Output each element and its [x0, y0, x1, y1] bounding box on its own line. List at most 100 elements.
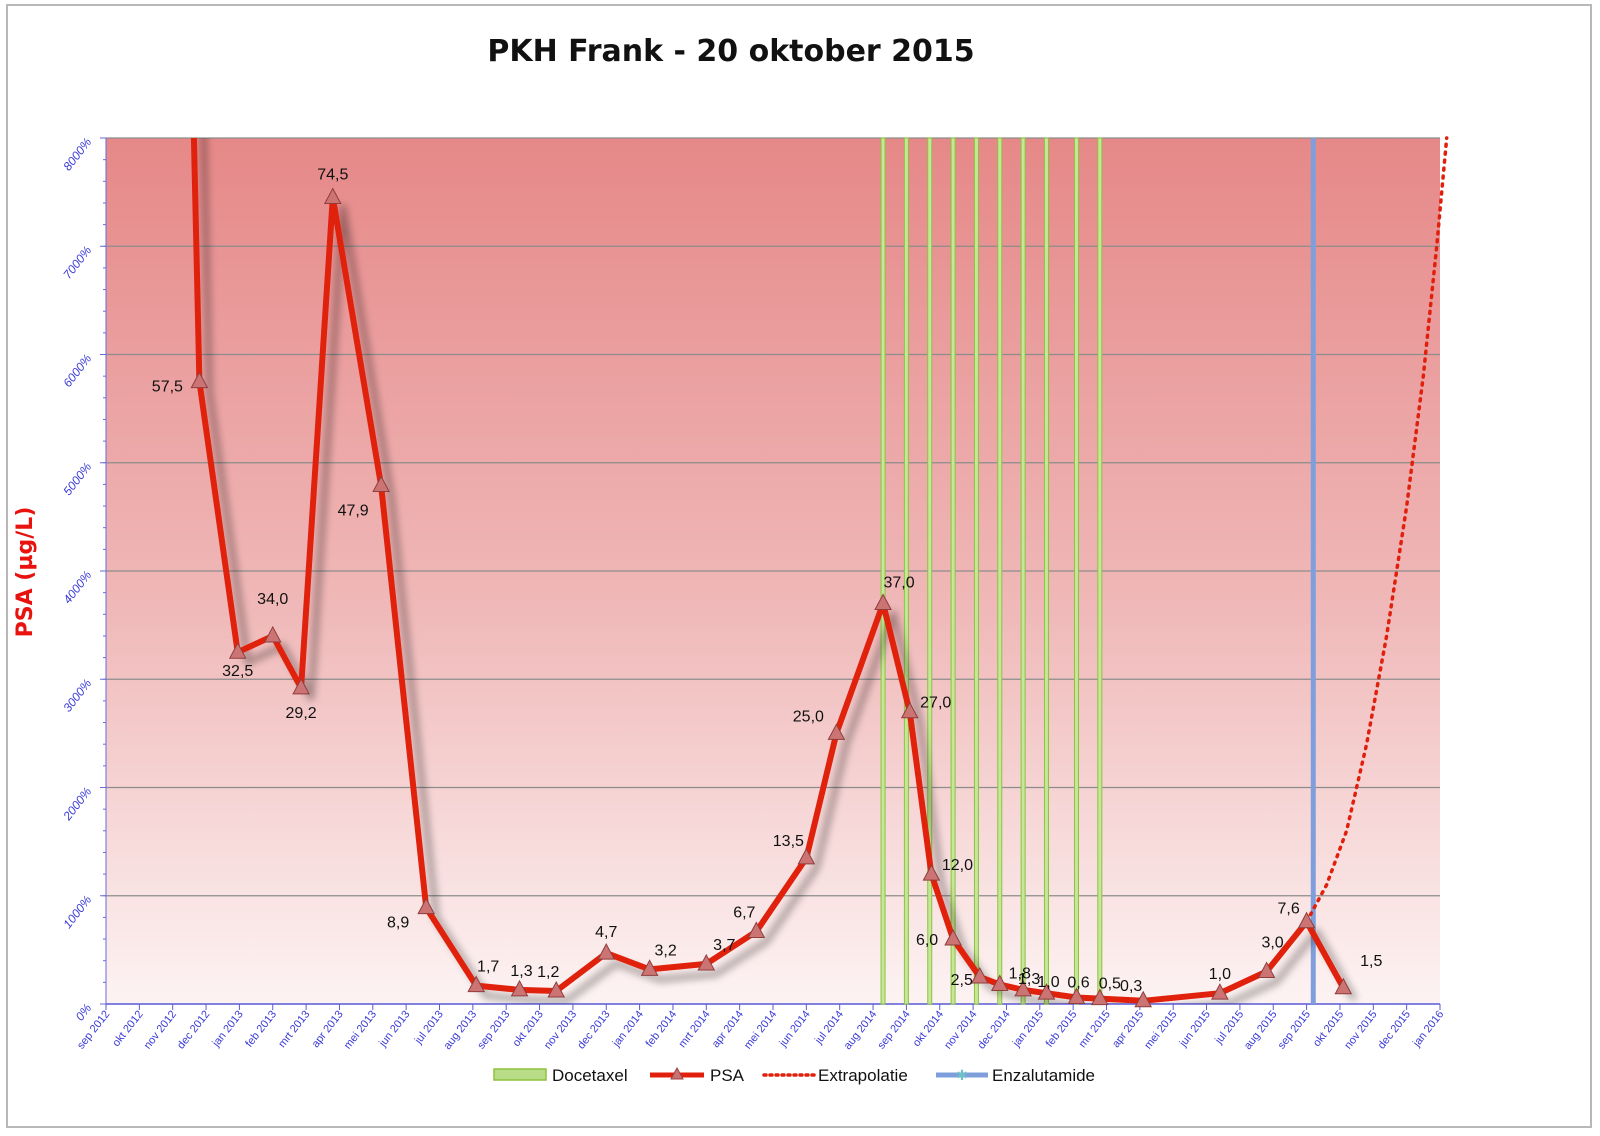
data-label: 2,5: [951, 972, 973, 989]
psa-marker: [922, 864, 941, 881]
y-tick-label: 7000%: [60, 243, 94, 281]
psa-series: [190, 138, 1353, 1008]
psa-marker: [1067, 987, 1086, 1005]
docetaxel-line: [997, 137, 1003, 1005]
extrapolation-line: [1304, 136, 1449, 924]
psa-marker: [323, 187, 342, 205]
data-label: 25,0: [793, 708, 824, 725]
triangle-marker-icon: [670, 1066, 684, 1080]
data-label: 32,5: [222, 663, 253, 680]
docetaxel-line: [927, 137, 933, 1005]
docetaxel-line: [1097, 137, 1103, 1005]
data-label: 34,0: [257, 591, 288, 608]
x-tick-label: apr 2013: [310, 1008, 346, 1050]
docetaxel-line: [880, 137, 886, 1005]
psa-marker: [292, 677, 310, 695]
x-tick-label: apr 2015: [1110, 1008, 1146, 1050]
y-tick-label: 8000%: [60, 135, 94, 173]
psa-marker: [827, 723, 846, 740]
psa-marker: [640, 959, 659, 976]
x-tick-label: jun 2013: [376, 1008, 412, 1049]
y-tick-label: 1000%: [60, 893, 94, 931]
psa-marker: [944, 928, 962, 946]
x-tick-label: mei 2014: [742, 1008, 779, 1051]
chart-title: PKH Frank - 20 oktober 2015: [487, 34, 974, 69]
data-label: 13,5: [773, 833, 804, 850]
data-label: 1,0: [1209, 966, 1231, 983]
x-tick-label: aug 2013: [442, 1008, 480, 1052]
legend-label-psa: PSA: [710, 1066, 745, 1085]
y-tick-label: 2000%: [60, 784, 95, 823]
docetaxel-line: [903, 137, 909, 1005]
x-tick-label: dec 2014: [975, 1008, 1012, 1051]
data-label: 3,2: [654, 942, 676, 959]
legend-label-extrapolatie: Extrapolatie: [818, 1066, 908, 1085]
data-label: 1,8: [1009, 966, 1031, 983]
x-tick-label: feb 2013: [243, 1008, 279, 1049]
x-tick-label: aug 2015: [1242, 1008, 1280, 1052]
x-tick-label: sep 2014: [875, 1008, 912, 1051]
x-tick-label: jan 2015: [1010, 1008, 1046, 1049]
legend-label-docetaxel: Docetaxel: [552, 1066, 628, 1085]
docetaxel-swatch-icon: [493, 1068, 547, 1081]
x-tick-label: okt 2015: [1311, 1008, 1346, 1049]
x-tick-label: okt 2014: [911, 1008, 946, 1049]
psa-marker: [1014, 979, 1032, 997]
docetaxel-line: [950, 137, 956, 1005]
y-tick-label: 5000%: [60, 460, 94, 498]
x-tick-label: sep 2015: [1276, 1008, 1313, 1051]
docetaxel-line: [1043, 137, 1049, 1005]
psa-marker: [1090, 988, 1109, 1006]
data-label: 0,6: [1067, 975, 1089, 992]
x-tick-label: jun 2014: [777, 1008, 813, 1049]
x-tick-label: apr 2014: [710, 1008, 746, 1050]
psa-chart: PKH Frank - 20 oktober 2015 PSA (µg/L) 0…: [13, 34, 1449, 1085]
x-tick-label: jan 2016: [1410, 1008, 1446, 1049]
psa-marker: [874, 593, 892, 610]
docetaxel-line: [1073, 137, 1079, 1005]
x-tick-label: sep 2013: [475, 1008, 512, 1051]
x-tick-label: mrt 2015: [1077, 1008, 1113, 1050]
data-label: 47,9: [338, 502, 369, 519]
y-tick-label: 6000%: [60, 351, 94, 389]
data-label: 29,2: [286, 705, 317, 722]
psa-marker: [372, 475, 390, 492]
data-label: 6,0: [916, 932, 938, 949]
x-tick-label: jul 2013: [412, 1008, 446, 1047]
x-tick-label: nov 2014: [942, 1008, 979, 1051]
data-label: 74,5: [317, 167, 348, 184]
psa-marker: [900, 701, 919, 719]
psa-marker: [797, 847, 816, 865]
psa-marker: [417, 897, 435, 915]
x-tick-label: dec 2013: [575, 1008, 612, 1051]
psa-marker: [1297, 911, 1316, 929]
data-label: 12,0: [942, 857, 973, 874]
x-tick-label: mrt 2014: [676, 1008, 712, 1050]
psa-marker: [1334, 977, 1353, 995]
data-label: 27,0: [920, 695, 951, 712]
x-tick-label: jan 2013: [210, 1008, 246, 1049]
data-label: 4,7: [595, 924, 617, 941]
x-tick-label: nov 2012: [142, 1008, 179, 1051]
data-labels: 57,5 32,5 34,0 29,2 74,5 47,9 8,9 1,7 1,3 1,2 4,7 3…: [152, 167, 1383, 995]
data-label: 1,2: [537, 964, 559, 981]
data-label: 0,3: [1120, 978, 1142, 995]
psa-marker: [747, 921, 766, 938]
extrapolation-series: [1304, 136, 1449, 924]
legend-item-extrapolatie: Extrapolatie: [762, 1066, 908, 1085]
x-tick-label: okt 2013: [510, 1008, 545, 1049]
data-label: 37,0: [883, 574, 914, 591]
psa-marker: [510, 979, 529, 997]
psa-marker: [1134, 990, 1153, 1008]
x-tick-label: aug 2014: [842, 1008, 880, 1052]
x-tick-label: nov 2013: [542, 1008, 579, 1051]
x-tick-label: jun 2015: [1177, 1008, 1213, 1049]
data-label: 0,5: [1099, 976, 1121, 993]
data-label: 1,5: [1360, 953, 1382, 970]
y-axis-ticks: 0% 1000% 2000% 3000% 4000% 5000% 6000% 7000% 800…: [60, 135, 107, 1024]
data-label: 1,3: [510, 963, 532, 980]
data-label: 6,7: [733, 904, 755, 921]
data-label: 1,3: [1018, 971, 1040, 988]
psa-marker: [263, 625, 282, 643]
